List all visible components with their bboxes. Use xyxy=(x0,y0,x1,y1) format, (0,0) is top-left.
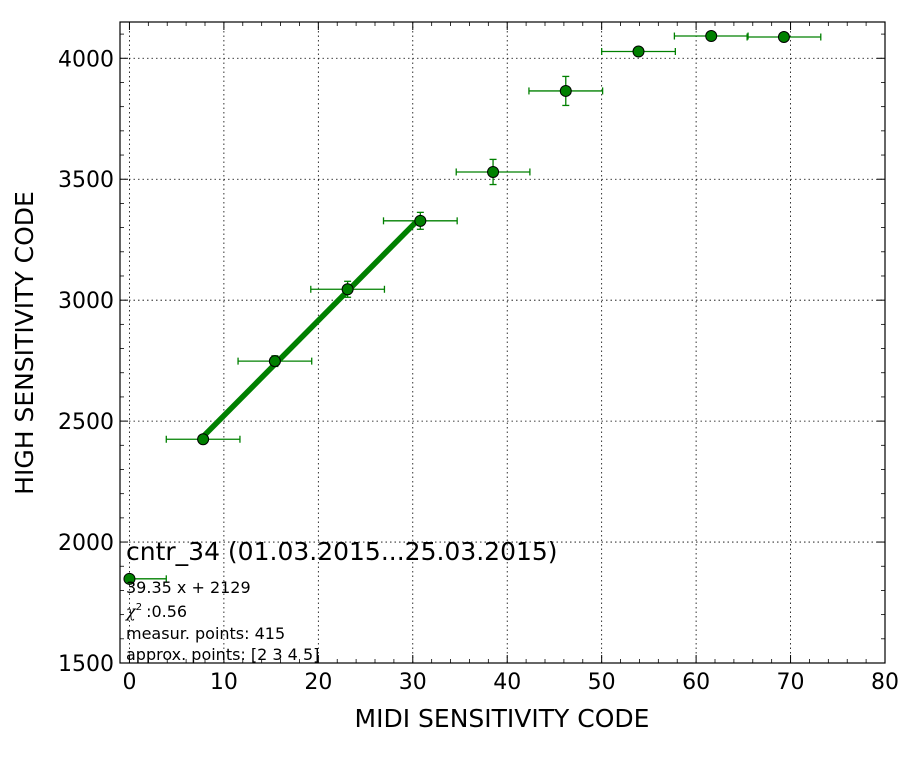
y-tick-label: 4000 xyxy=(58,47,114,72)
x-tick-label: 30 xyxy=(399,670,427,695)
x-axis-label: MIDI SENSITIVITY CODE xyxy=(355,704,650,733)
legend-marker xyxy=(123,572,136,585)
y-axis-label: HIGH SENSITIVITY CODE xyxy=(10,191,39,495)
data-point xyxy=(559,84,572,97)
data-point xyxy=(487,165,500,178)
fit-equation: 39.35 x + 2129 xyxy=(126,578,251,597)
legend-marker-group xyxy=(123,572,167,585)
measur-points-text: measur. points: 415 xyxy=(126,624,285,643)
data-point xyxy=(341,283,354,296)
chi2-value: :0.56 xyxy=(146,602,187,621)
data-point xyxy=(632,45,645,58)
data-point xyxy=(777,30,790,43)
y-tick-label: 3500 xyxy=(58,168,114,193)
axis-ticks xyxy=(120,22,886,664)
y-tick-label: 1500 xyxy=(58,652,114,677)
plot-frame xyxy=(119,21,886,664)
data-point xyxy=(197,433,210,446)
x-tick-label: 60 xyxy=(682,670,710,695)
x-tick-label: 70 xyxy=(777,670,805,695)
chart-title: cntr_34 (01.03.2015...25.03.2015) xyxy=(126,537,558,566)
grid xyxy=(120,22,885,663)
fit-line xyxy=(201,215,423,439)
x-tick-label: 10 xyxy=(210,670,238,695)
x-tick-label: 0 xyxy=(122,670,136,695)
fit-line-group xyxy=(201,215,423,439)
x-tick-label: 80 xyxy=(871,670,899,695)
x-tick-label: 50 xyxy=(588,670,616,695)
x-tick-label: 20 xyxy=(304,670,332,695)
y-tick-labels: 1500 2000 2500 3000 3500 4000 xyxy=(58,47,114,677)
data-point xyxy=(268,355,281,368)
approx-points-text: approx. points: [2 3 4 5] xyxy=(126,645,319,664)
data-point xyxy=(705,30,718,43)
chi2-text: χ2:0.56 xyxy=(125,602,187,621)
x-tick-label: 40 xyxy=(493,670,521,695)
data-point xyxy=(414,214,427,227)
y-tick-label: 2500 xyxy=(58,410,114,435)
error-bars xyxy=(165,32,822,443)
x-tick-labels: 0 10 20 30 40 50 60 70 80 xyxy=(122,670,899,695)
y-tick-label: 3000 xyxy=(58,289,114,314)
y-tick-label: 2000 xyxy=(58,531,114,556)
data-points xyxy=(197,30,790,446)
